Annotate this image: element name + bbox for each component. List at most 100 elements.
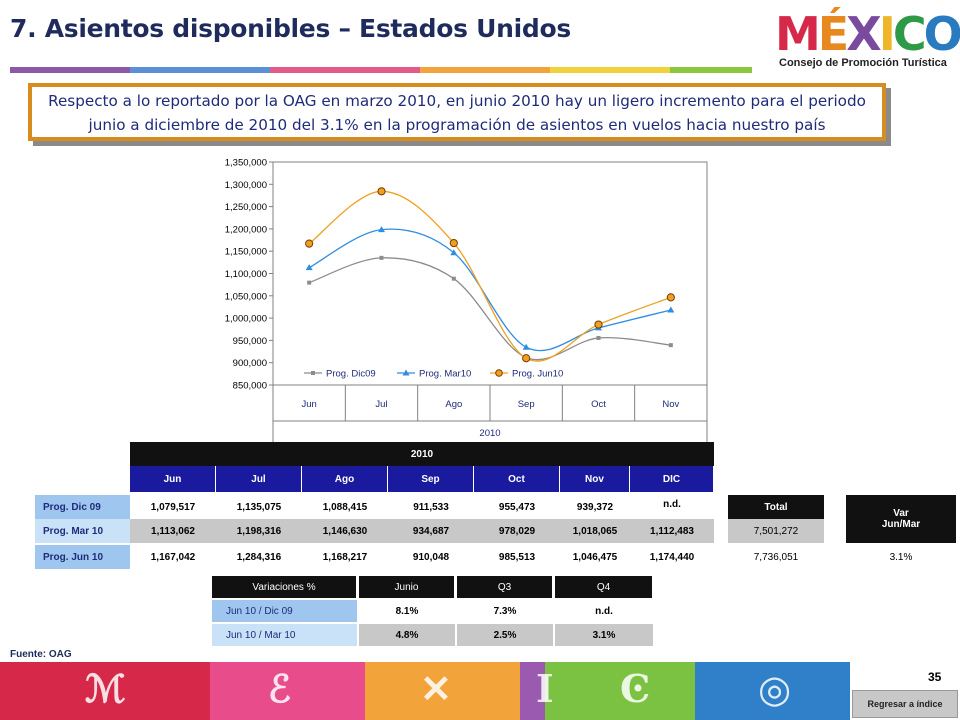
legend-label: Prog. Mar10 <box>419 369 471 380</box>
table-row-label: Prog. Jun 10 <box>35 545 130 569</box>
table-row-label: Prog. Mar 10 <box>35 519 130 543</box>
data-point <box>305 239 314 248</box>
table-value-cell: 1,198,316 <box>216 519 302 543</box>
data-point <box>449 238 458 248</box>
data-point <box>596 335 601 340</box>
y-tick-label: 1,200,000 <box>225 224 267 235</box>
table-value-cell: 955,473 <box>498 501 536 513</box>
y-tick-label: 900,000 <box>233 358 267 369</box>
legend-label: Prog. Dic09 <box>326 369 376 380</box>
y-tick-label: 1,250,000 <box>225 202 267 213</box>
back-to-index-button[interactable]: Regresar a índice <box>852 690 958 718</box>
plot-area <box>272 161 708 386</box>
table-value-cell: 985,513 <box>498 551 536 563</box>
table-month-header: Ago <box>302 466 388 492</box>
table-value-cell: 1,079,517 <box>150 501 196 513</box>
legend-marker <box>495 369 503 377</box>
mexico-logo: MÉXICO Consejo de Promoción Turística <box>773 7 960 74</box>
data-point <box>379 255 384 260</box>
data-point <box>377 187 386 196</box>
y-tick-label: 1,000,000 <box>225 314 267 325</box>
table-value-cell: 939,372 <box>576 501 614 513</box>
data-point <box>450 249 458 256</box>
variations-value-cell: n.d. <box>595 605 613 617</box>
table-value-cell: 910,048 <box>412 551 450 563</box>
table-value-cell: 1,046,475 <box>572 551 618 563</box>
variations-value-cell: 3.1% <box>555 624 653 646</box>
legend-label: Prog. Jun10 <box>512 369 563 380</box>
variations-header: Variaciones % <box>212 576 357 598</box>
y-tick-label: 1,100,000 <box>225 269 267 280</box>
total-mar-value: 7,501,272 <box>728 519 824 543</box>
legend-box <box>300 365 580 381</box>
variations-header: Junio <box>359 576 455 598</box>
variations-header: Q4 <box>555 576 653 598</box>
seats-line-chart: 850,000 900,000 950,000 1,000,000 1,050,000 1… <box>225 158 708 442</box>
table-value-cell: 1,018,065 <box>560 519 630 543</box>
variations-value-cell: 7.3% <box>493 605 517 617</box>
variations-value-cell: 4.8% <box>359 624 455 646</box>
x-tick-label: Jul <box>375 399 387 410</box>
table-value-cell: 1,088,415 <box>322 501 368 513</box>
footer-m-icon: ℳ <box>85 666 126 711</box>
table-value-cell: 1,112,483 <box>630 519 714 543</box>
x-tick-label: Ago <box>445 399 462 410</box>
data-point <box>522 343 530 350</box>
x-tick-label: Sep <box>518 399 535 410</box>
footer-o-icon: ◎ <box>758 666 792 711</box>
var-value: 3.1% <box>889 551 913 563</box>
y-tick-label: 1,050,000 <box>225 291 267 302</box>
footer-x-icon: ✕ <box>420 666 452 711</box>
table-value-cell: 1,174,440 <box>649 551 695 563</box>
x-tick-label: Nov <box>662 399 679 410</box>
table-value-cell: 1,135,075 <box>236 501 282 513</box>
title-underline <box>10 67 752 73</box>
table-value-cell: 1,167,042 <box>150 551 196 563</box>
variations-header: Q3 <box>457 576 553 598</box>
x-tick-label: Jun <box>302 399 317 410</box>
data-point <box>378 226 385 233</box>
table-year-header: 2010 <box>130 442 714 466</box>
data-point <box>668 343 673 348</box>
y-tick-label: 850,000 <box>233 381 267 392</box>
source-note: Fuente: OAG <box>10 649 72 660</box>
table-value-cell: 1,284,316 <box>236 551 282 563</box>
y-tick-label: 1,150,000 <box>225 247 267 258</box>
logo-subtitle: Consejo de Promoción Turística <box>779 57 947 69</box>
page-number: 35 <box>928 670 942 684</box>
total-jun-value: 7,736,051 <box>753 551 799 563</box>
legend-marker <box>402 369 410 376</box>
y-tick-label: 1,350,000 <box>225 158 267 169</box>
x-year-band <box>272 420 708 442</box>
data-point <box>451 276 456 281</box>
variations-row-label: Jun 10 / Dic 09 <box>212 600 357 622</box>
table-month-header: Sep <box>388 466 474 492</box>
summary-callout: Respecto a lo reportado por la OAG en ma… <box>28 83 886 141</box>
total-header: Total <box>728 495 824 519</box>
y-tick-label: 950,000 <box>233 336 267 347</box>
data-point <box>305 264 313 271</box>
page-title: 7. Asientos disponibles – Estados Unidos <box>10 14 571 43</box>
table-value-cell: 978,029 <box>474 519 560 543</box>
table-row-label: Prog. Dic 09 <box>35 495 130 519</box>
data-point <box>667 306 675 313</box>
table-value-cell: 1,113,062 <box>130 519 216 543</box>
table-value-cell: n.d. <box>663 499 681 510</box>
data-point <box>594 320 603 329</box>
table-month-header: Jun <box>130 466 216 492</box>
footer-banner: ℳ ℰ ✕ Ⅰ Ͼ ◎ <box>0 662 850 720</box>
footer-c-icon: Ͼ <box>620 666 651 711</box>
variations-row-label: Jun 10 / Mar 10 <box>212 624 357 646</box>
data-point <box>666 293 675 302</box>
data-point <box>522 354 531 363</box>
logo-word: MÉXICO <box>775 7 960 61</box>
variations-value-cell: 8.1% <box>395 605 419 617</box>
variations-value-cell: 2.5% <box>457 624 553 646</box>
table-value-cell: 1,168,217 <box>322 551 368 563</box>
data-point <box>307 280 312 285</box>
table-month-header: DIC <box>630 466 714 492</box>
var-header: Var Jun/Mar <box>846 495 956 543</box>
y-tick-label: 1,300,000 <box>225 180 267 191</box>
footer-i-icon: Ⅰ <box>536 666 554 711</box>
table-value-cell: 1,146,630 <box>302 519 388 543</box>
